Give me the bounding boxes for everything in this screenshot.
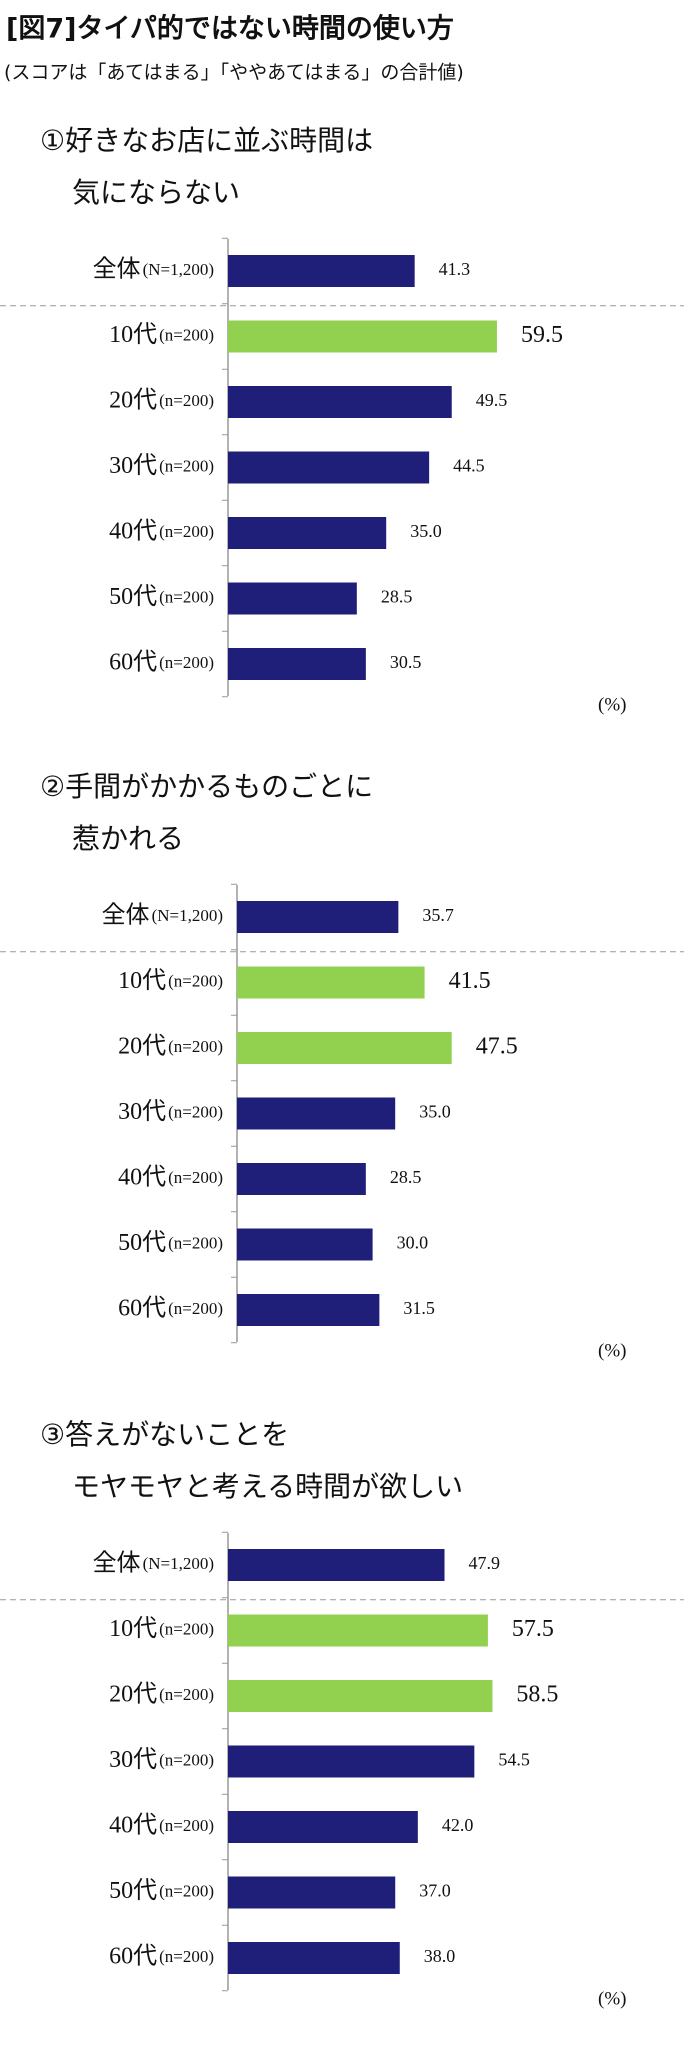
bar <box>228 1614 488 1647</box>
category-label: 50代 <box>109 583 157 610</box>
category-label: 10代 <box>109 1615 157 1642</box>
sample-size: (n=200) <box>159 325 214 344</box>
chart-title: 気にならない <box>72 176 240 209</box>
sample-size: (n=200) <box>159 1619 214 1638</box>
value-label: 31.5 <box>403 1298 435 1318</box>
category-label: 20代 <box>109 387 157 414</box>
sample-size: (n=200) <box>159 1685 214 1704</box>
value-label: 35.0 <box>410 521 442 541</box>
sample-size: (n=200) <box>159 1947 214 1966</box>
value-label: 44.5 <box>453 456 485 476</box>
sample-size: (n=200) <box>159 587 214 606</box>
sample-size: (n=200) <box>159 522 214 541</box>
category-label: 50代 <box>109 1877 157 1904</box>
sample-size: (n=200) <box>159 653 214 672</box>
sample-size: (n=200) <box>159 1816 214 1835</box>
bar <box>237 1294 380 1326</box>
bar <box>228 1811 418 1843</box>
category-label: 40代 <box>118 1164 166 1191</box>
sample-size: (n=200) <box>159 391 214 410</box>
sample-size: (n=200) <box>159 1881 214 1900</box>
sample-size: (n=200) <box>168 1168 223 1187</box>
bar <box>237 1163 366 1195</box>
bar <box>228 1942 400 1974</box>
value-label: 30.5 <box>390 652 422 672</box>
sample-size: (n=200) <box>168 1233 223 1252</box>
value-label: 37.0 <box>419 1881 451 1901</box>
sample-size: (n=200) <box>168 1102 223 1121</box>
sample-size: (n=200) <box>159 456 214 475</box>
category-label: 30代 <box>109 1746 157 1773</box>
category-label: 全体 <box>102 902 150 929</box>
category-label: 40代 <box>109 518 157 545</box>
value-label: 54.5 <box>498 1750 529 1770</box>
bar <box>228 1680 493 1712</box>
chart-title: モヤモヤと考える時間が欲しい <box>72 1470 463 1503</box>
bar <box>228 320 497 353</box>
page-subtitle: (スコアは「あてはまる」「ややあてはまる」の合計値) <box>4 62 464 84</box>
category-label: 60代 <box>109 649 157 676</box>
bar <box>228 255 415 287</box>
bar <box>228 582 357 615</box>
sample-size: (n=200) <box>159 1750 214 1769</box>
value-label: 58.5 <box>516 1682 558 1708</box>
value-label: 47.5 <box>476 1034 518 1060</box>
chart-title: ③答えがないことを <box>40 1418 289 1451</box>
sample-size: (N=1,200) <box>143 260 214 279</box>
category-label: 20代 <box>118 1033 166 1060</box>
sample-size: (n=200) <box>168 1299 223 1318</box>
category-label: 30代 <box>109 452 157 479</box>
category-label: 60代 <box>109 1943 157 1970</box>
bar <box>228 1876 396 1909</box>
category-label: 全体 <box>93 1550 141 1577</box>
sample-size: (N=1,200) <box>143 1554 214 1573</box>
chart-title: ②手間がかかるものごとに <box>40 770 373 803</box>
bar <box>228 517 387 549</box>
chart-title: ①好きなお店に並ぶ時間は <box>40 124 373 157</box>
bar <box>228 1745 475 1778</box>
value-label: 49.5 <box>476 390 508 410</box>
bar <box>237 1228 373 1261</box>
category-label: 40代 <box>109 1812 157 1839</box>
category-label: 20代 <box>109 1681 157 1708</box>
category-label: 30代 <box>118 1098 166 1125</box>
category-label: 10代 <box>109 321 157 348</box>
bar <box>228 451 430 484</box>
unit-label: (%) <box>598 1340 626 1361</box>
sample-size: (n=200) <box>168 971 223 990</box>
value-label: 47.9 <box>469 1553 501 1573</box>
bar <box>237 1032 452 1064</box>
value-label: 42.0 <box>442 1815 474 1835</box>
value-label: 59.5 <box>521 322 563 348</box>
sample-size: (n=200) <box>168 1037 223 1056</box>
sample-size: (N=1,200) <box>152 906 223 925</box>
bar <box>237 966 425 999</box>
chart-title: 惹かれる <box>72 822 184 855</box>
category-label: 全体 <box>93 256 141 283</box>
value-label: 30.0 <box>397 1233 429 1253</box>
value-label: 35.0 <box>419 1102 451 1122</box>
bar <box>237 1097 396 1130</box>
page-title: [図7]タイパ的ではない時間の使い方 <box>6 13 454 45</box>
value-label: 41.3 <box>439 259 471 279</box>
category-label: 50代 <box>118 1229 166 1256</box>
bar <box>228 1549 445 1581</box>
value-label: 38.0 <box>424 1946 456 1966</box>
bar <box>228 386 452 418</box>
bar <box>237 901 399 933</box>
value-label: 28.5 <box>390 1167 422 1187</box>
category-label: 10代 <box>118 967 166 994</box>
value-label: 57.5 <box>512 1616 554 1642</box>
value-label: 28.5 <box>381 587 413 607</box>
bar <box>228 648 366 680</box>
unit-label: (%) <box>598 694 626 715</box>
unit-label: (%) <box>598 1988 626 2009</box>
value-label: 35.7 <box>422 905 454 925</box>
value-label: 41.5 <box>449 968 491 994</box>
category-label: 60代 <box>118 1295 166 1322</box>
